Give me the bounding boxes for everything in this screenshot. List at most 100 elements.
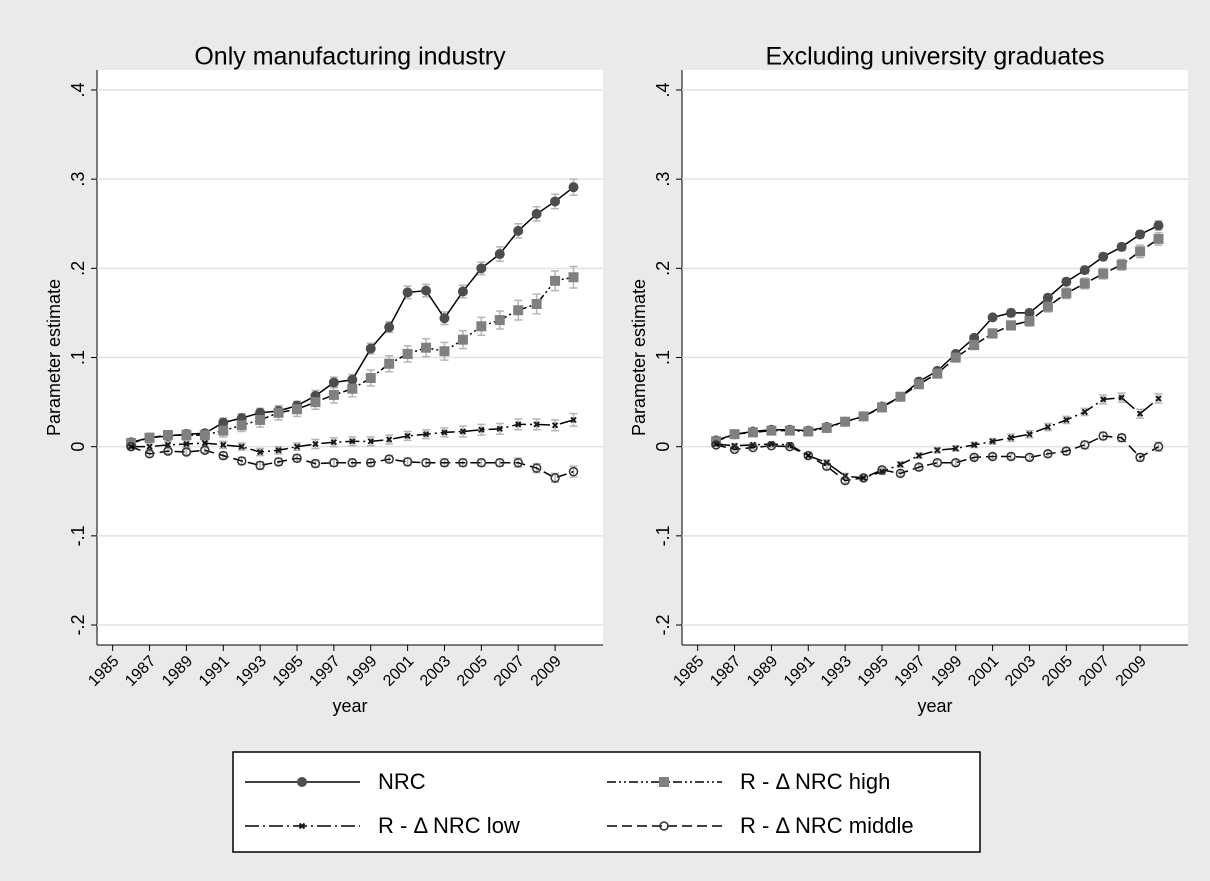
marker xyxy=(293,443,301,450)
y-tick-label: .3 xyxy=(68,172,88,187)
marker xyxy=(858,411,869,422)
marker xyxy=(1136,410,1144,417)
marker xyxy=(1079,265,1090,276)
marker xyxy=(711,440,721,450)
y-tick-label: .1 xyxy=(653,350,673,365)
marker xyxy=(384,358,395,369)
y-tick-label: .2 xyxy=(653,261,673,276)
marker xyxy=(256,448,264,456)
marker xyxy=(385,436,393,443)
marker xyxy=(785,441,795,452)
marker xyxy=(1024,307,1035,318)
legend-label: R - Δ NRC high xyxy=(740,769,890,794)
marker xyxy=(1155,395,1162,402)
y-tick-label: .4 xyxy=(68,82,88,97)
marker xyxy=(551,422,559,429)
legend-label: R - Δ NRC middle xyxy=(740,813,914,838)
marker xyxy=(550,473,560,483)
marker xyxy=(1098,251,1109,262)
marker xyxy=(877,402,888,413)
marker xyxy=(292,453,302,464)
marker xyxy=(1061,446,1072,456)
marker xyxy=(914,462,924,472)
marker xyxy=(570,416,577,424)
marker xyxy=(218,417,229,428)
marker xyxy=(1153,233,1164,244)
marker xyxy=(441,429,448,436)
marker xyxy=(220,441,227,449)
x-axis-title: year xyxy=(332,696,367,716)
marker xyxy=(273,457,284,467)
marker xyxy=(531,298,542,309)
legend-marker xyxy=(298,822,306,830)
marker xyxy=(365,457,376,468)
marker xyxy=(932,457,943,468)
marker xyxy=(495,457,505,468)
marker xyxy=(422,430,430,438)
marker xyxy=(162,430,173,441)
marker xyxy=(439,346,450,357)
marker xyxy=(1116,433,1127,443)
marker xyxy=(181,430,192,441)
marker xyxy=(163,446,173,456)
y-tick-label: .1 xyxy=(68,350,88,365)
marker xyxy=(310,397,321,408)
marker xyxy=(784,425,795,436)
y-tick-label: .3 xyxy=(653,172,673,187)
legend-marker xyxy=(659,821,669,831)
marker xyxy=(199,430,210,441)
panel-title: Only manufacturing industry xyxy=(194,43,506,71)
legend-marker xyxy=(659,777,669,787)
marker xyxy=(1135,246,1146,257)
marker xyxy=(330,439,338,446)
marker xyxy=(1006,320,1017,331)
marker xyxy=(458,457,468,468)
marker xyxy=(913,379,924,390)
marker xyxy=(494,315,505,326)
marker xyxy=(1024,452,1035,463)
marker xyxy=(932,368,943,379)
marker xyxy=(1098,268,1109,279)
marker xyxy=(915,452,923,459)
marker xyxy=(275,447,282,454)
marker xyxy=(312,440,319,448)
marker xyxy=(821,422,832,433)
marker xyxy=(1061,288,1072,299)
marker xyxy=(146,443,153,450)
marker xyxy=(457,286,468,297)
marker xyxy=(273,407,284,418)
marker xyxy=(550,275,561,286)
marker xyxy=(476,321,487,332)
marker xyxy=(439,313,450,324)
marker xyxy=(513,457,523,468)
marker xyxy=(255,460,265,471)
marker xyxy=(1100,396,1107,403)
marker xyxy=(1043,449,1053,459)
marker xyxy=(183,440,190,448)
marker xyxy=(747,427,758,438)
marker xyxy=(895,391,906,402)
y-tick-label: 0 xyxy=(653,442,673,452)
marker xyxy=(402,287,413,298)
marker xyxy=(365,373,376,384)
y-tick-label: 0 xyxy=(68,442,88,452)
marker xyxy=(533,421,540,428)
marker xyxy=(1006,451,1016,462)
marker xyxy=(895,468,906,479)
marker xyxy=(292,404,303,415)
legend-label: NRC xyxy=(378,769,426,794)
marker xyxy=(1006,307,1017,318)
marker xyxy=(989,438,996,445)
marker xyxy=(347,374,358,385)
marker xyxy=(748,442,758,453)
marker xyxy=(952,445,959,452)
marker xyxy=(513,225,524,236)
y-tick-label: -.2 xyxy=(68,615,88,636)
marker xyxy=(367,438,374,445)
marker xyxy=(514,421,522,428)
marker xyxy=(1007,434,1015,441)
marker xyxy=(969,340,980,351)
marker xyxy=(950,352,961,363)
marker xyxy=(950,457,961,468)
